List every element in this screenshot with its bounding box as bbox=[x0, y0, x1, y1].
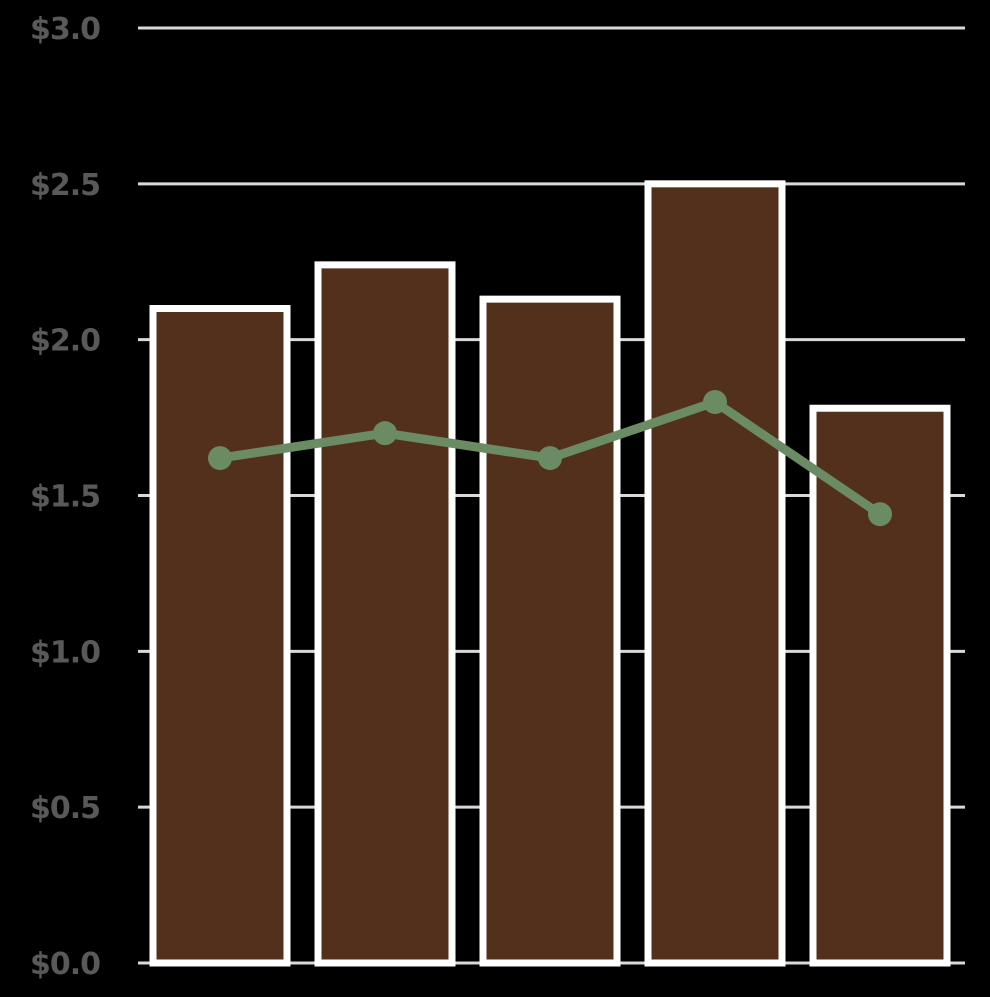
line-point bbox=[373, 421, 397, 446]
y-tick-label: $0.5 bbox=[30, 791, 100, 826]
y-tick-label: $2.5 bbox=[30, 168, 100, 203]
y-tick-label: $1.0 bbox=[30, 635, 100, 670]
line-point bbox=[538, 446, 562, 471]
line-point bbox=[208, 446, 232, 471]
bar bbox=[479, 295, 621, 967]
line-point bbox=[868, 502, 892, 527]
line-series bbox=[208, 390, 892, 527]
y-tick-label: $0.0 bbox=[30, 947, 100, 982]
bar bbox=[314, 261, 456, 967]
line-point bbox=[703, 390, 727, 414]
bar-series bbox=[149, 180, 951, 967]
y-tick-label: $2.0 bbox=[30, 324, 100, 359]
bar bbox=[809, 404, 951, 967]
y-axis-tick-labels: $0.0 $0.5 $1.0 $1.5 $2.0 $2.5 $3.0 bbox=[30, 12, 101, 982]
bar bbox=[149, 305, 291, 967]
y-tick-label: $1.5 bbox=[30, 480, 100, 515]
bar bbox=[644, 180, 786, 967]
y-tick-label: $3.0 bbox=[30, 12, 100, 47]
